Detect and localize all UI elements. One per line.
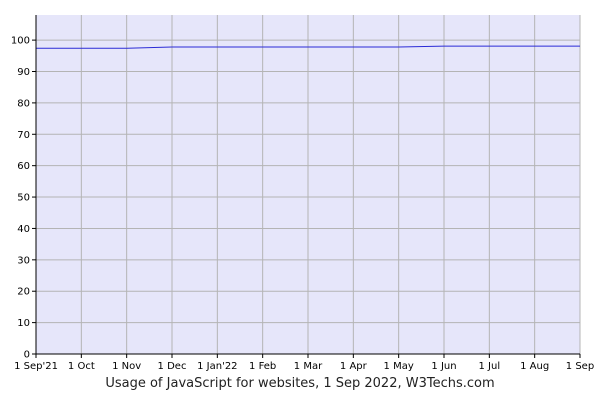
- x-tick-label: 1 Oct: [68, 361, 95, 372]
- x-tick-label: 1 Apr: [340, 361, 368, 372]
- chart-title: Usage of JavaScript for websites, 1 Sep …: [105, 376, 495, 391]
- axes: [32, 15, 581, 358]
- y-tick-label: 20: [17, 287, 30, 298]
- y-tick-label: 10: [17, 318, 30, 329]
- y-tick-label: 90: [17, 67, 30, 78]
- x-tick-label: 1 Aug: [520, 361, 549, 372]
- tick-labels: 0 10 20 30 40 50 60 70 80 90 100 1 Sep'21 1 Oct 1 Nov…: [11, 36, 594, 372]
- x-tick-label: 1 Nov: [112, 361, 141, 372]
- y-tick-label: 60: [17, 161, 30, 172]
- x-tick-label: 1 Sep: [566, 361, 594, 372]
- x-tick-label: 1 Jan'22: [197, 361, 237, 372]
- y-tick-label: 50: [17, 193, 30, 204]
- y-tick-label: 100: [11, 36, 30, 47]
- x-tick-label: 1 Sep'21: [14, 361, 58, 372]
- x-tick-label: 1 Mar: [294, 361, 323, 372]
- series-layer: [36, 45, 580, 49]
- series-line: [36, 45, 580, 49]
- x-tick-label: 1 Jun: [431, 361, 456, 372]
- y-tick-label: 70: [17, 130, 30, 141]
- grid: [36, 15, 581, 354]
- x-tick-label: 1 Feb: [249, 361, 276, 372]
- x-tick-label: 1 Jul: [479, 361, 501, 372]
- x-tick-label: 1 Dec: [158, 361, 187, 372]
- x-tick-label: 1 May: [384, 361, 414, 372]
- y-tick-label: 0: [24, 350, 30, 361]
- y-tick-label: 30: [17, 255, 30, 266]
- y-tick-label: 40: [17, 224, 30, 235]
- y-tick-label: 80: [17, 98, 30, 109]
